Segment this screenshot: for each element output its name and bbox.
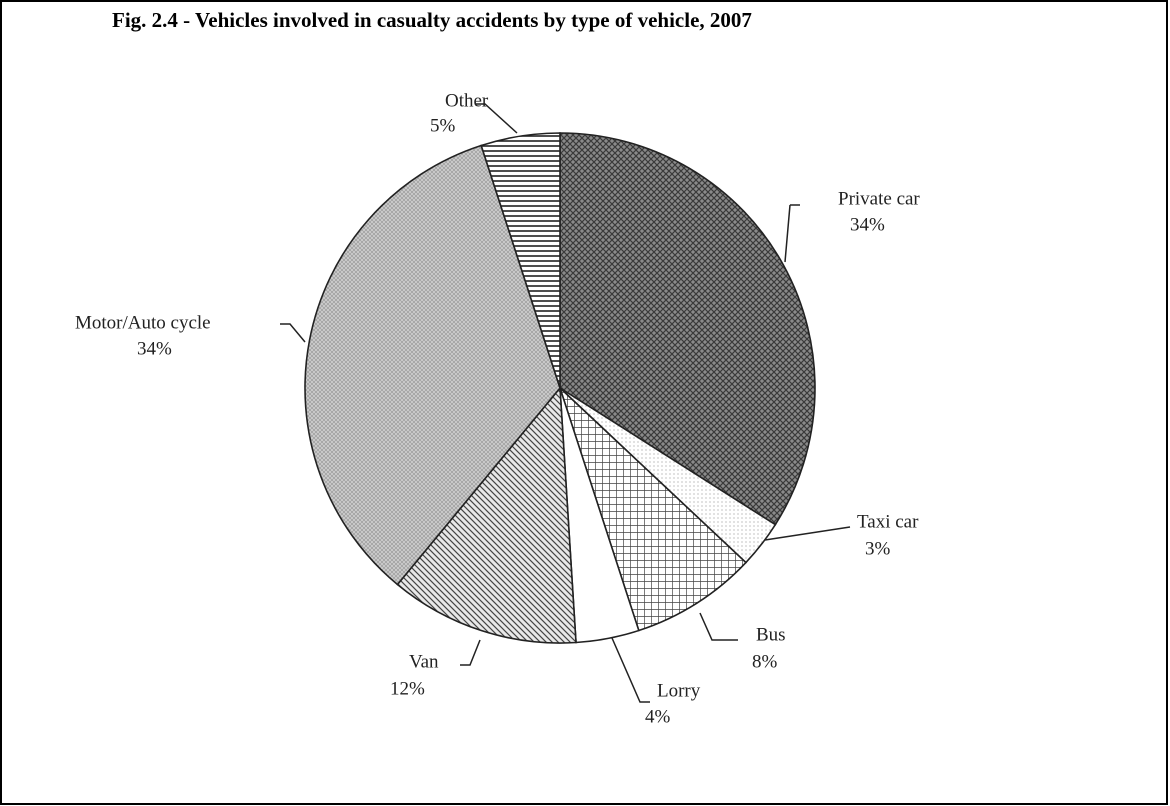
slice-value-label: 34% (850, 214, 885, 235)
leader-line (784, 204, 800, 263)
slice-value-label: 34% (137, 338, 172, 359)
pie-slice (396, 385, 577, 644)
slice-label: Lorry (657, 680, 701, 701)
pie-slice (480, 132, 561, 389)
leader-line (611, 637, 650, 703)
leader-line (475, 103, 518, 134)
pie-slice (559, 132, 816, 526)
pie-slice (559, 387, 748, 632)
slice-value-label: 12% (390, 678, 425, 699)
leader-line (460, 639, 481, 666)
slice-label: Van (409, 651, 439, 672)
slice-label: Bus (756, 624, 786, 645)
slice-label: Private car (838, 188, 920, 209)
slice-label: Other (445, 90, 489, 111)
slice-value-label: 3% (865, 538, 891, 559)
slice-label: Motor/Auto cycle (75, 312, 211, 333)
slice-value-label: 8% (752, 651, 778, 672)
leader-line (699, 612, 738, 641)
chart-title: Fig. 2.4 - Vehicles involved in casualty… (112, 8, 752, 32)
leader-line (764, 526, 851, 541)
leader-line (280, 323, 306, 343)
slice-value-label: 5% (430, 115, 456, 136)
pie-slice (304, 144, 561, 586)
slice-value-label: 4% (645, 706, 671, 727)
slice-label: Taxi car (857, 511, 919, 532)
